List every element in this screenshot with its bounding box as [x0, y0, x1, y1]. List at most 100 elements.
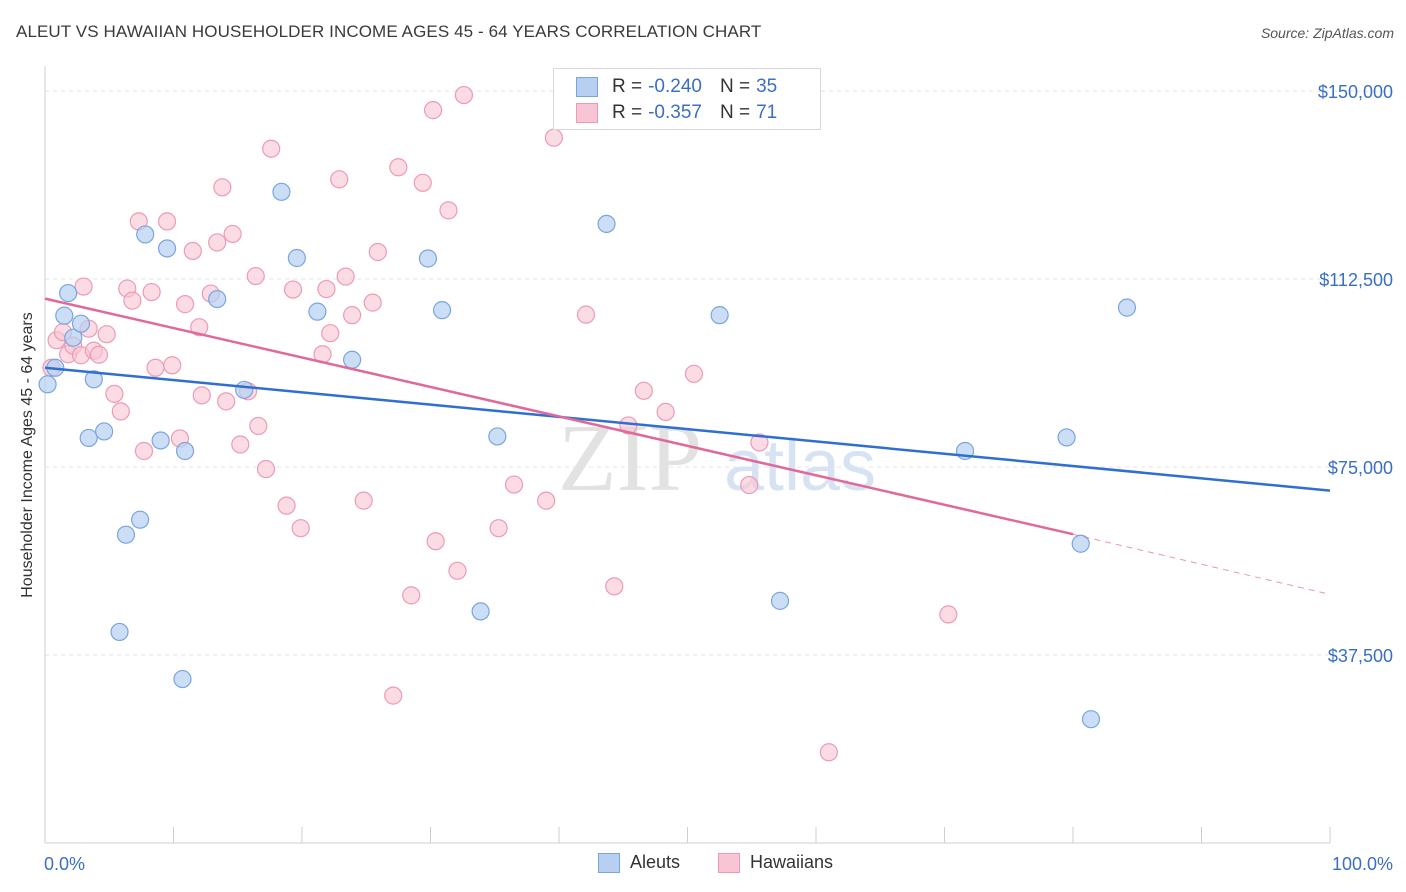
watermark: ZIP atlas: [558, 404, 876, 511]
hawaiian-r-value: -0.357: [648, 102, 702, 123]
hawaiian-swatch: [576, 103, 598, 123]
hawaiian-point: [246, 266, 265, 286]
aleut-legend-swatch: [598, 852, 620, 873]
aleut-point: [136, 225, 155, 244]
y-tick-label: $37,500: [1328, 646, 1393, 666]
aleut-point: [59, 283, 78, 303]
hawaiian-point: [363, 293, 382, 312]
hawaiian-point: [750, 433, 769, 452]
legend-hawaiians-label: Hawaiians: [750, 852, 834, 872]
hawaiian-point: [256, 459, 276, 479]
hawaiian-point: [262, 139, 281, 158]
trend-lines: [44, 297, 1331, 595]
aleut-point: [1071, 534, 1090, 553]
hawaiian-points: [42, 85, 958, 762]
hawaiian-legend-swatch: [718, 852, 740, 873]
hawaiian-point: [740, 475, 759, 495]
y-tick-label: $112,500: [1319, 270, 1393, 290]
hawaiian-point: [537, 491, 556, 510]
aleut-swatch: [576, 77, 598, 97]
hawaiian-point: [146, 358, 165, 377]
hawaiian-point: [317, 279, 336, 299]
aleut-point: [308, 302, 327, 321]
y-tick-label: $75,000: [1328, 458, 1393, 478]
aleut-point: [173, 669, 192, 689]
hawaiian-point: [157, 212, 177, 231]
source-credit: Source: ZipAtlas.com: [1260, 25, 1394, 41]
hawaiian-point: [291, 519, 310, 538]
aleut-point: [38, 375, 57, 394]
legend-item-hawaiians[interactable]: Hawaiians: [718, 852, 833, 873]
hawaiian-point: [684, 364, 704, 383]
hawaiian-point: [142, 282, 161, 302]
hawaiian-point: [413, 173, 432, 192]
aleut-point: [64, 328, 83, 347]
hawaiian-point: [163, 356, 182, 375]
hawaiian-point: [939, 605, 958, 624]
n-label: N =: [719, 102, 751, 123]
hawaiian-point: [105, 384, 124, 403]
aleut-n-value: 35: [756, 76, 778, 97]
chart-title: ALEUT VS HAWAIIAN HOUSEHOLDER INCOME AGE…: [16, 22, 762, 41]
aleut-point: [151, 431, 170, 450]
hawaiian-point: [423, 101, 443, 120]
hawaiian-point: [343, 306, 362, 325]
hawaiian-point: [384, 686, 403, 705]
aleut-point: [287, 248, 306, 268]
aleut-point: [418, 249, 438, 268]
hawaiian-point: [605, 577, 624, 596]
watermark-atlas: atlas: [724, 426, 876, 506]
aleut-point: [488, 427, 507, 446]
hawaiian-point: [489, 519, 508, 538]
aleut-point: [272, 182, 291, 201]
hawaiian-point: [213, 178, 232, 197]
aleut-point: [471, 602, 490, 621]
aleut-point: [79, 428, 98, 448]
aleut-point: [1117, 298, 1137, 317]
hawaiian-trend-line: [44, 297, 1074, 536]
hawaiian-point: [192, 386, 211, 405]
hawaiian-point: [277, 496, 296, 515]
n-label: N =: [719, 76, 751, 97]
hawaiian-point: [389, 158, 408, 177]
hawaiian-point: [134, 441, 154, 461]
hawaiian-point: [74, 277, 93, 296]
aleut-point: [1057, 428, 1076, 447]
legend-item-aleuts[interactable]: Aleuts: [598, 852, 680, 873]
legend-aleuts-label: Aleuts: [630, 852, 681, 872]
hawaiian-point: [448, 561, 467, 580]
hawaiian-point: [190, 318, 209, 337]
aleut-point: [130, 510, 150, 529]
y-tick-label: $150,000: [1318, 82, 1393, 102]
hawaiian-point: [336, 267, 355, 286]
hawaiian-point: [97, 325, 116, 344]
aleut-point: [432, 301, 452, 320]
aleut-point: [770, 591, 790, 610]
hawaiian-point: [111, 402, 130, 421]
r-label: R =: [612, 102, 643, 123]
series-legend: Aleuts Hawaiians: [0, 852, 1406, 876]
hawaiian-point: [249, 416, 268, 436]
aleut-point: [84, 370, 103, 389]
hawaiian-point: [89, 345, 109, 364]
aleut-point: [175, 441, 195, 461]
hawaiian-point: [504, 475, 524, 494]
hawaiian-point: [123, 291, 142, 310]
legend-row-aleuts: R = -0.240 N = 35: [576, 75, 777, 99]
aleut-point: [710, 306, 729, 325]
aleut-trend-line: [44, 366, 1331, 492]
aleut-point: [157, 239, 177, 258]
hawaiian-point: [576, 305, 596, 324]
aleut-point: [208, 290, 227, 309]
aleut-points: [38, 182, 1137, 729]
hawaiian-point: [217, 392, 236, 411]
aleut-point: [116, 525, 136, 544]
aleut-point: [55, 306, 74, 325]
aleut-point: [597, 214, 616, 234]
axes: [44, 66, 1331, 844]
aleut-r-value: -0.240: [648, 76, 702, 97]
hawaiian-point: [368, 242, 387, 262]
hawaiian-point: [354, 491, 373, 510]
legend-row-hawaiians: R = -0.357 N = 71: [576, 101, 777, 125]
aleut-point: [343, 350, 362, 369]
